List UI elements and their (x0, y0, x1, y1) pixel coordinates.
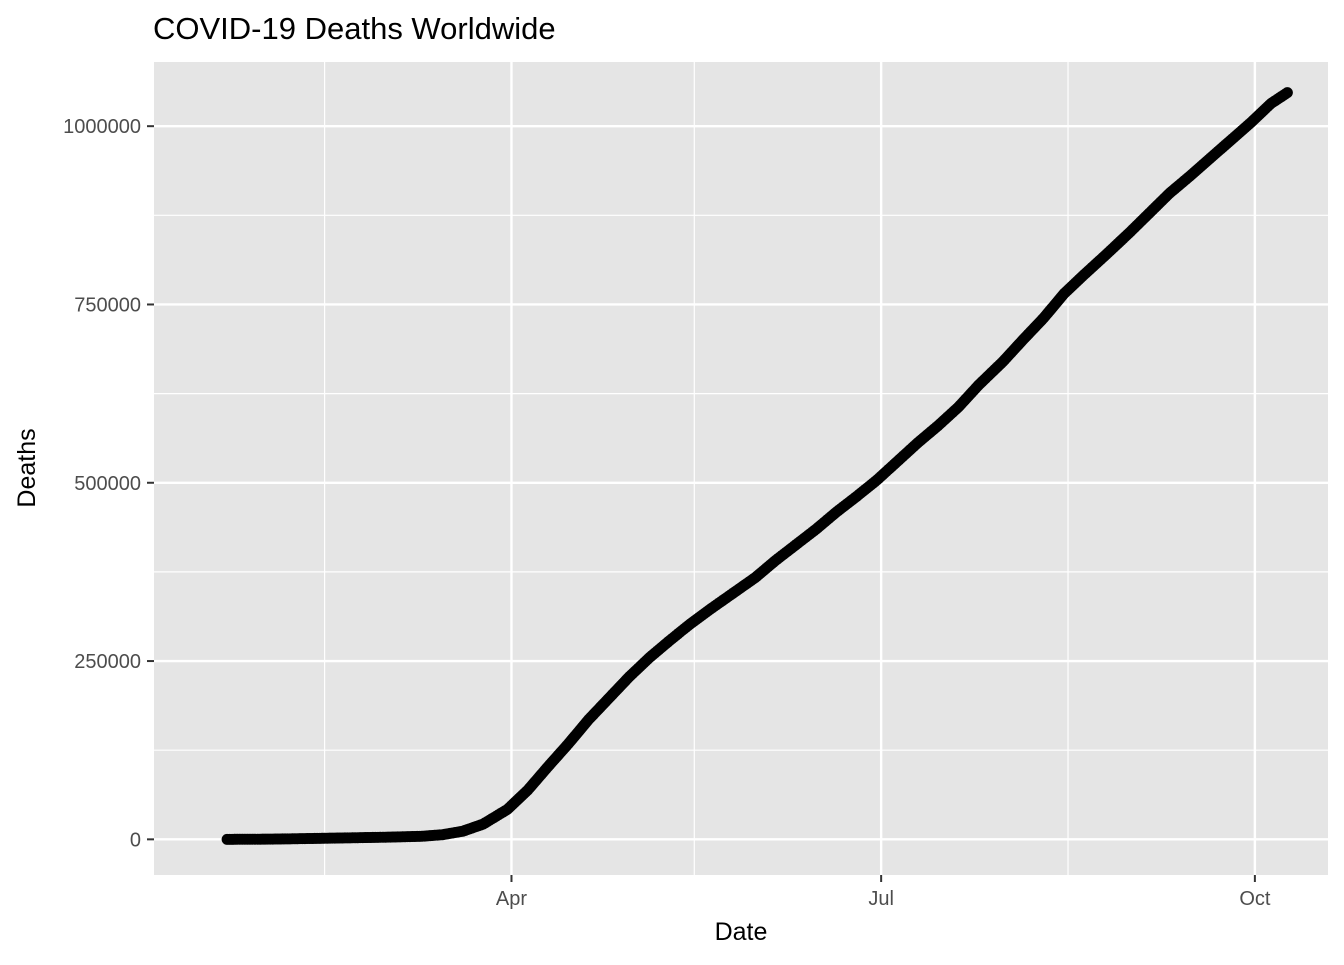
y-tick-label: 250000 (74, 651, 141, 673)
x-axis-title: Date (715, 918, 768, 946)
minor-gridlines (154, 62, 1328, 875)
y-tick-label: 1000000 (63, 116, 141, 138)
y-tick-label: 750000 (74, 294, 141, 316)
x-tick-label: Jul (868, 888, 894, 910)
y-tick-label: 500000 (74, 473, 141, 495)
y-axis-title: Deaths (13, 428, 41, 507)
x-tick-label: Apr (496, 888, 527, 910)
data-point (1279, 88, 1291, 100)
plot-panel (154, 62, 1328, 875)
x-axis: Apr Jul Oct (496, 875, 1271, 910)
x-tick-label: Oct (1239, 888, 1271, 910)
data-points (221, 87, 1293, 845)
chart-title: COVID-19 Deaths Worldwide (153, 11, 556, 46)
y-tick-label: 0 (130, 829, 141, 851)
y-axis: 0 250000 500000 750000 1000000 (63, 116, 154, 851)
